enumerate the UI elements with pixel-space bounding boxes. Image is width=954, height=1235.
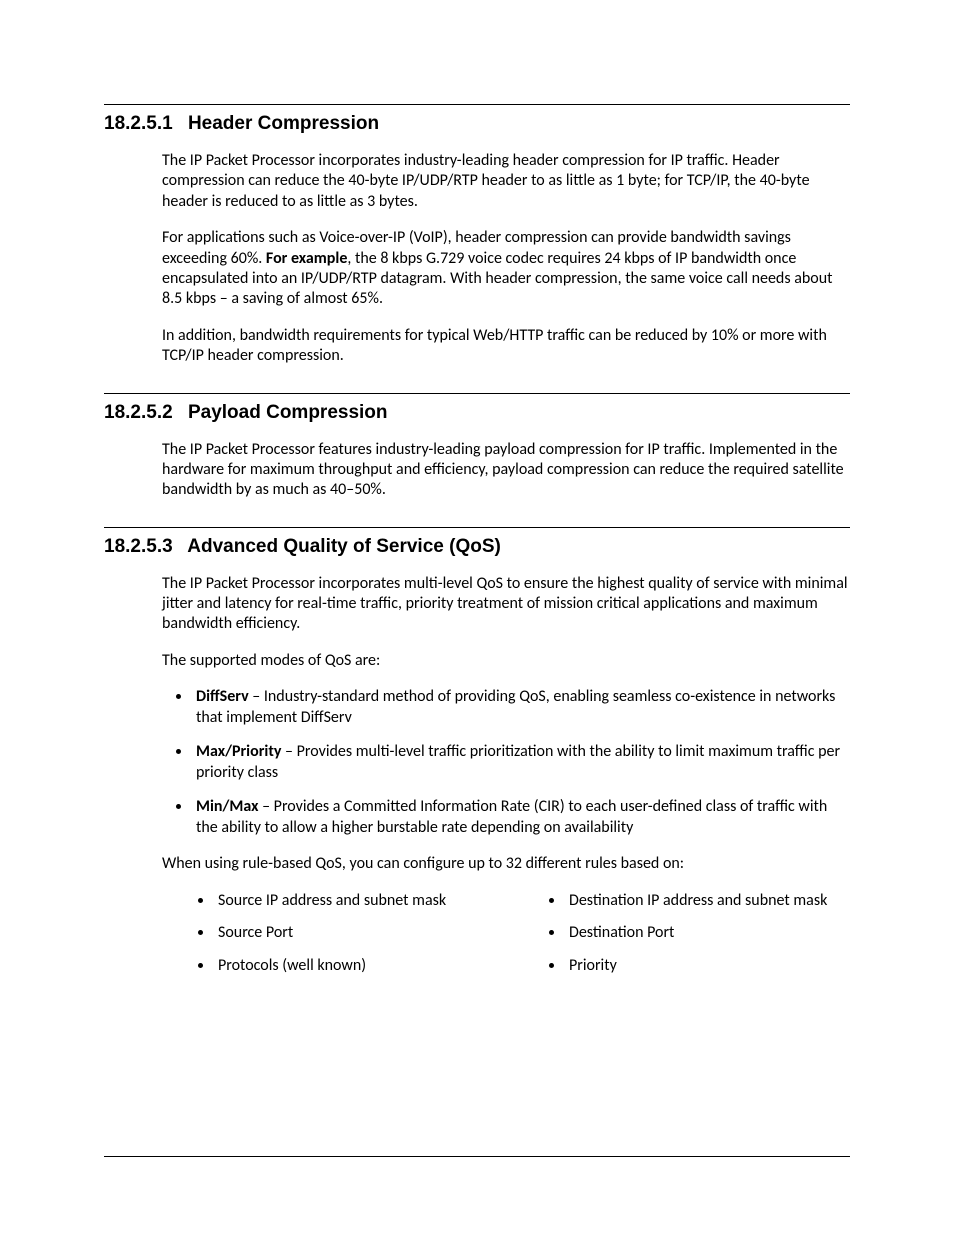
paragraph: The IP Packet Processor features industr…: [162, 440, 850, 501]
list-item: Source Port: [214, 923, 499, 943]
qos-rules-left-column: Source IP address and subnet mask Source…: [184, 891, 499, 976]
paragraph: The supported modes of QoS are:: [162, 651, 850, 671]
paragraph: The IP Packet Processor incorporates mul…: [162, 574, 850, 635]
heading-number: 18.2.5.1: [104, 111, 173, 137]
list-item: Destination IP address and subnet mask: [565, 891, 850, 911]
heading: 18.2.5.3 Advanced Quality of Service (Qo…: [104, 534, 850, 560]
qos-rules-two-column: Source IP address and subnet mask Source…: [184, 891, 850, 976]
section-payload-compression: 18.2.5.2 Payload Compression The IP Pack…: [104, 400, 850, 501]
paragraph: For applications such as Voice-over-IP (…: [162, 228, 850, 310]
list-item: Max/Priority – Provides multi-level traf…: [192, 742, 850, 783]
list-item: Source IP address and subnet mask: [214, 891, 499, 911]
list-item: Protocols (well known): [214, 956, 499, 976]
paragraph: The IP Packet Processor incorporates ind…: [162, 151, 850, 212]
section-body: The IP Packet Processor incorporates ind…: [162, 151, 850, 367]
list-item: Priority: [565, 956, 850, 976]
section-body: The IP Packet Processor incorporates mul…: [162, 574, 850, 977]
qos-modes-list: DiffServ – Industry-standard method of p…: [162, 687, 850, 838]
section-rule: [104, 527, 850, 528]
section-advanced-qos: 18.2.5.3 Advanced Quality of Service (Qo…: [104, 534, 850, 976]
footer-rule: [104, 1156, 850, 1157]
section-body: The IP Packet Processor features industr…: [162, 440, 850, 501]
paragraph: In addition, bandwidth requirements for …: [162, 326, 850, 367]
heading: 18.2.5.2 Payload Compression: [104, 400, 850, 426]
heading-title: Payload Compression: [188, 402, 388, 423]
heading-title: Advanced Quality of Service (QoS): [187, 536, 501, 557]
paragraph: When using rule-based QoS, you can confi…: [162, 854, 850, 874]
heading-number: 18.2.5.2: [104, 400, 173, 426]
section-rule: [104, 104, 850, 105]
section-rule: [104, 393, 850, 394]
heading: 18.2.5.1 Header Compression: [104, 111, 850, 137]
list-item: Destination Port: [565, 923, 850, 943]
heading-number: 18.2.5.3: [104, 534, 173, 560]
page: 18.2.5.1 Header Compression The IP Packe…: [0, 0, 954, 1235]
qos-rules-right-column: Destination IP address and subnet mask D…: [535, 891, 850, 976]
section-header-compression: 18.2.5.1 Header Compression The IP Packe…: [104, 111, 850, 367]
heading-title: Header Compression: [188, 113, 379, 134]
list-item: Min/Max – Provides a Committed Informati…: [192, 797, 850, 838]
list-item: DiffServ – Industry-standard method of p…: [192, 687, 850, 728]
